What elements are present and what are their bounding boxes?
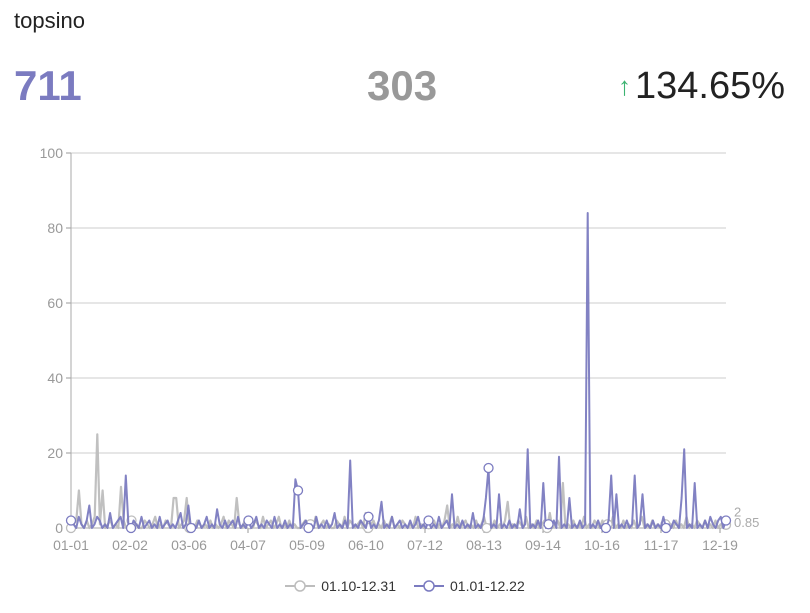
series-line-current [70,212,727,529]
x-tick-label: 12-19 [702,537,738,553]
legend-item-previous[interactable]: 01.10-12.31 [285,578,396,594]
y-tick-label: 0 [55,520,63,536]
y-tick-label: 20 [47,445,63,461]
data-point-current [543,519,554,530]
y-tick-label: 60 [47,295,63,311]
data-point-current [243,515,254,526]
legend-marker-previous [285,580,316,592]
x-tick-label: 09-14 [525,537,561,553]
x-tick-label: 06-10 [348,537,384,553]
data-point-current [303,522,314,534]
data-point-current [423,515,434,526]
data-point-current [720,515,732,526]
y-tick-label: 40 [47,370,63,386]
data-point-current [600,522,612,534]
chart-legend: 01.10-12.31 01.01-12.22 [0,578,810,594]
y-tick-label: 100 [40,145,64,161]
legend-label-previous: 01.10-12.31 [321,578,396,594]
page-title: topsino [14,8,85,33]
x-tick-label: 04-07 [230,537,266,553]
x-tick-label: 08-13 [466,537,502,553]
x-tick-label: 10-16 [584,537,620,553]
data-point-current [65,515,77,526]
x-tick-label: 01-01 [53,537,89,553]
series-end-label: 2 [734,505,741,520]
change-value: 134.65% [635,65,786,107]
series-end-label: 0.85 [734,515,759,530]
legend-item-current[interactable]: 01.01-12.22 [414,578,525,594]
series-line-previous [70,433,727,530]
data-point-current [660,522,672,534]
data-point-previous [481,522,492,534]
data-point-current [125,522,137,534]
x-tick-label: 02-02 [112,537,148,553]
arrow-up-icon: ↑ [618,71,631,101]
data-point-current [185,522,197,534]
x-tick-label: 05-09 [289,537,325,553]
x-tick-label: 07-12 [407,537,443,553]
y-tick-label: 80 [47,220,63,236]
current-total: 711 [14,62,82,109]
x-tick-label: 11-17 [644,537,679,553]
data-point-current [363,511,374,522]
data-point-current [483,462,494,474]
legend-label-current: 01.01-12.22 [450,578,525,594]
change-percent: ↑ 134.65% [618,62,785,110]
previous-total: 303 [367,62,438,109]
marker-point [292,485,304,496]
legend-marker-current [414,580,444,592]
line-chart: 0 20 40 60 80 100 01-01 02-02 03-06 04-07 05-09 06-… [40,145,760,553]
x-tick-label: 03-06 [171,537,207,553]
